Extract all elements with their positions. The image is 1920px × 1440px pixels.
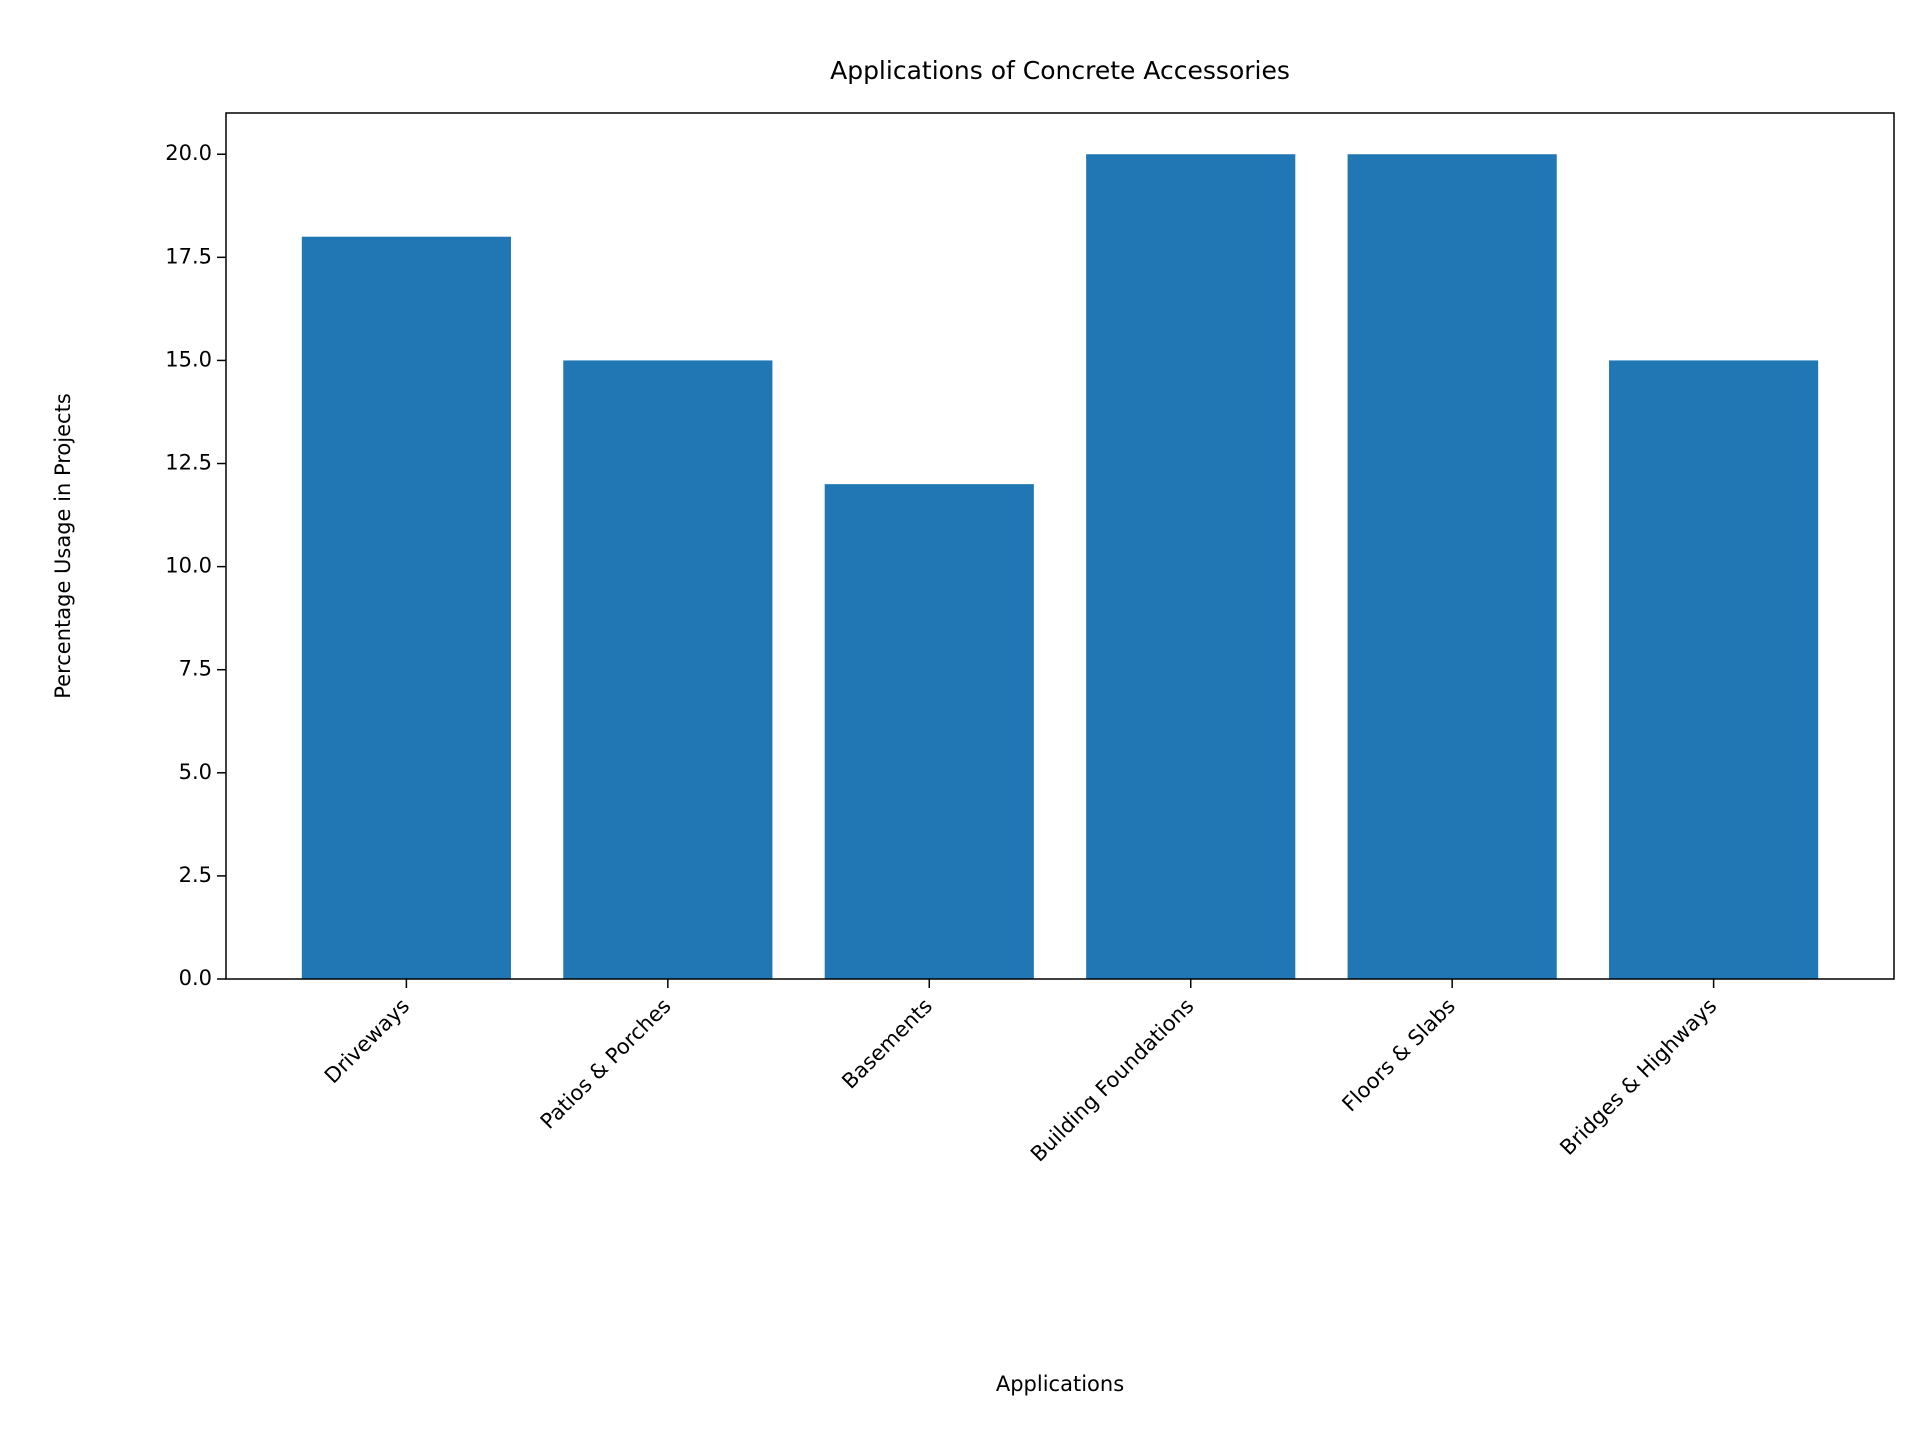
y-tick-label: 10.0: [165, 554, 212, 578]
bar: [1086, 154, 1296, 979]
y-tick-label: 0.0: [179, 966, 212, 990]
x-tick-label: Building Foundations: [1026, 994, 1199, 1167]
bar: [563, 360, 773, 979]
x-tick-label: Driveways: [320, 994, 414, 1088]
bar: [1347, 154, 1557, 979]
y-tick-label: 17.5: [165, 244, 212, 268]
bar: [824, 484, 1034, 979]
y-tick-label: 2.5: [179, 863, 212, 887]
x-tick-label: Floors & Slabs: [1337, 994, 1459, 1116]
y-axis-label: Percentage Usage in Projects: [51, 393, 75, 699]
y-tick-label: 7.5: [179, 657, 212, 681]
x-axis-label: Applications: [996, 1372, 1124, 1396]
x-tick-label: Basements: [837, 994, 937, 1094]
x-tick-label: Patios & Porches: [536, 994, 676, 1134]
plot-frame: [225, 112, 1895, 980]
y-tick-label: 5.0: [179, 760, 212, 784]
bar: [301, 236, 511, 979]
y-tick-label: 12.5: [165, 451, 212, 475]
x-tick-label: Bridges & Highways: [1555, 994, 1721, 1160]
bar: [1609, 360, 1819, 979]
chart-title: Applications of Concrete Accessories: [830, 56, 1290, 85]
y-tick-label: 20.0: [165, 141, 212, 165]
y-tick-label: 15.0: [165, 347, 212, 371]
